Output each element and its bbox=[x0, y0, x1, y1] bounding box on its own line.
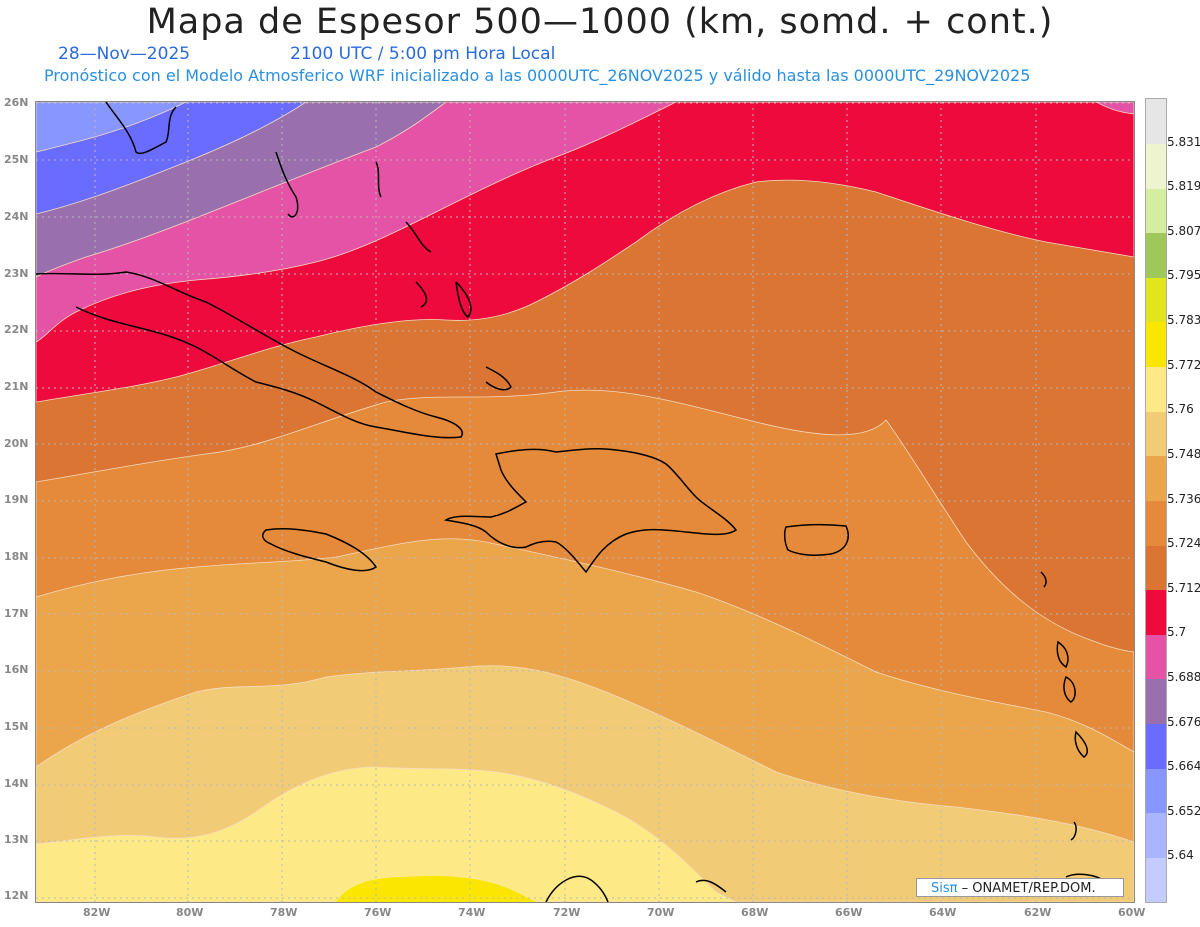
colorbar-swatch bbox=[1146, 589, 1166, 635]
lat-label: 13N bbox=[4, 833, 29, 846]
colorbar-swatch bbox=[1146, 500, 1166, 546]
coast-south-america bbox=[545, 875, 609, 902]
colorbar-label: 5.7 bbox=[1167, 625, 1187, 640]
colorbar-swatch bbox=[1146, 366, 1166, 412]
coast-cuba bbox=[36, 271, 463, 439]
band-5.772 bbox=[336, 875, 536, 902]
lon-label: 70W bbox=[647, 906, 675, 919]
colorbar-swatch bbox=[1146, 634, 1166, 680]
lon-label: 64W bbox=[929, 906, 957, 919]
lat-label: 21N bbox=[4, 380, 29, 393]
lat-label: 15N bbox=[4, 720, 29, 733]
lat-label: 23N bbox=[4, 267, 29, 280]
colorbar-label: 5.795 bbox=[1167, 268, 1200, 283]
lat-label: 25N bbox=[4, 153, 29, 166]
lon-label: 80W bbox=[176, 906, 204, 919]
thickness-map bbox=[35, 101, 1135, 903]
band-5.76 bbox=[36, 766, 737, 902]
lon-label: 74W bbox=[458, 906, 486, 919]
credit-box: Sisπ – ONAMET/REP.DOM. bbox=[916, 878, 1124, 897]
coast-lesser-antilles-2 bbox=[1056, 640, 1069, 669]
colorbar-label: 5.664 bbox=[1167, 759, 1200, 774]
colorbar-label: 5.676 bbox=[1167, 714, 1200, 729]
lon-label: 66W bbox=[835, 906, 863, 919]
lat-label: 22N bbox=[4, 323, 29, 336]
colorbar-swatch bbox=[1146, 277, 1166, 323]
colorbar-swatch bbox=[1146, 322, 1166, 368]
coast-florida bbox=[105, 102, 177, 154]
colorbar-swatch bbox=[1146, 768, 1166, 814]
colorbar-swatch bbox=[1146, 545, 1166, 591]
colorbar-swatch bbox=[1146, 857, 1166, 903]
colorbar-label: 5.831 bbox=[1167, 134, 1200, 149]
lon-label: 62W bbox=[1024, 906, 1052, 919]
colorbar-label: 5.712 bbox=[1167, 580, 1200, 595]
colorbar-swatch bbox=[1146, 678, 1166, 724]
colorbar-swatch bbox=[1146, 188, 1166, 234]
colorbar-swatch bbox=[1146, 411, 1166, 457]
coast-lesser-antilles-3 bbox=[1063, 675, 1076, 703]
credit-text: – ONAMET/REP.DOM. bbox=[957, 881, 1096, 896]
lon-label: 68W bbox=[741, 906, 769, 919]
colorbar-label: 5.807 bbox=[1167, 223, 1200, 238]
colorbar-swatch bbox=[1146, 723, 1166, 769]
forecast-date: 28—Nov—2025 bbox=[58, 44, 191, 64]
coast-lesser-antilles-5 bbox=[1070, 821, 1077, 841]
lon-label: 72W bbox=[553, 906, 581, 919]
colorbar bbox=[1145, 98, 1167, 903]
lat-label: 17N bbox=[4, 607, 29, 620]
colorbar-label: 5.748 bbox=[1167, 446, 1200, 461]
colorbar-swatch bbox=[1146, 455, 1166, 501]
colorbar-label: 5.76 bbox=[1167, 402, 1194, 417]
colorbar-label: 5.772 bbox=[1167, 357, 1200, 372]
lat-label: 20N bbox=[4, 437, 29, 450]
coast-bahamas-5 bbox=[485, 366, 512, 391]
colorbar-swatch bbox=[1146, 812, 1166, 858]
colorbar-label: 5.819 bbox=[1167, 179, 1200, 194]
lon-label: 78W bbox=[270, 906, 298, 919]
coast-jamaica bbox=[261, 528, 378, 572]
coast-puerto-rico bbox=[783, 523, 849, 556]
lon-label: 60W bbox=[1118, 906, 1146, 919]
credit-brand: Sisπ bbox=[931, 881, 958, 896]
coast-bahamas-2 bbox=[375, 161, 382, 198]
coast-south-america-2 bbox=[695, 879, 727, 893]
lat-label: 14N bbox=[4, 777, 29, 790]
model-description: Pronóstico con el Modelo Atmosferico WRF… bbox=[44, 66, 1031, 85]
colorbar-swatch bbox=[1146, 232, 1166, 278]
lat-label: 12N bbox=[4, 889, 29, 902]
coast-bahamas-4 bbox=[455, 281, 472, 319]
colorbar-label: 5.64 bbox=[1167, 848, 1194, 863]
colorbar-label: 5.652 bbox=[1167, 803, 1200, 818]
band-5.652 bbox=[36, 102, 187, 153]
colorbar-label: 5.724 bbox=[1167, 536, 1200, 551]
coast-lesser-antilles-1 bbox=[1040, 571, 1047, 588]
coastlines bbox=[36, 102, 1107, 902]
thickness-map-svg bbox=[36, 102, 1134, 902]
forecast-time: 2100 UTC / 5:00 pm Hora Local bbox=[290, 44, 556, 64]
lon-label: 82W bbox=[83, 906, 111, 919]
graticule bbox=[36, 102, 1134, 902]
coast-lesser-antilles-4 bbox=[1074, 730, 1088, 758]
colorbar-label: 5.783 bbox=[1167, 313, 1200, 328]
coast-bahamas-1 bbox=[275, 151, 299, 218]
coast-hispaniola bbox=[443, 448, 738, 574]
colorbar-swatch bbox=[1146, 99, 1166, 144]
lat-label: 16N bbox=[4, 663, 29, 676]
lat-label: 19N bbox=[4, 493, 29, 506]
lat-label: 24N bbox=[4, 210, 29, 223]
lon-label: 76W bbox=[364, 906, 392, 919]
colorbar-swatch bbox=[1146, 143, 1166, 189]
coast-bahamas-3 bbox=[405, 221, 432, 308]
colorbar-label: 5.688 bbox=[1167, 669, 1200, 684]
colorbar-label: 5.736 bbox=[1167, 491, 1200, 506]
map-title: Mapa de Espesor 500—1000 (km, somd. + co… bbox=[146, 2, 1054, 42]
lat-label: 18N bbox=[4, 550, 29, 563]
lat-label: 26N bbox=[4, 96, 29, 109]
